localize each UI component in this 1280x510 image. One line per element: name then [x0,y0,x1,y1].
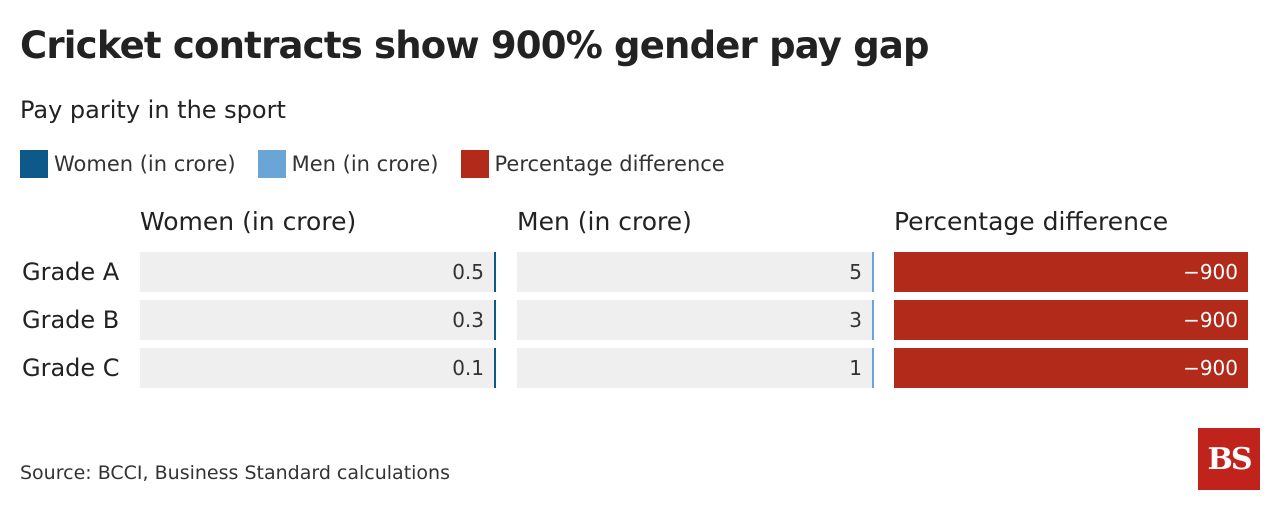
chart-title: Cricket contracts show 900% gender pay g… [20,24,930,67]
chart-subtitle: Pay parity in the sport [20,96,286,124]
source-note: Source: BCCI, Business Standard calculat… [20,462,450,484]
women-value-label: 0.5 [452,260,484,284]
women-bar [494,300,496,340]
pct-value-label: −900 [1183,356,1238,380]
pct-value-label: −900 [1183,260,1238,284]
pct-cell: −900 [894,300,1248,340]
men-cell: 3 [517,300,874,340]
men-cell: 1 [517,348,874,388]
legend-item-percentage: Percentage difference [460,150,725,178]
women-value-label: 0.3 [452,308,484,332]
men-value-label: 5 [849,260,862,284]
legend-item-men: Men (in crore) [257,150,439,178]
row-label: Grade B [22,306,120,334]
legend-swatch-percentage [460,150,489,178]
row-label: Grade A [22,258,120,286]
women-bar [494,348,496,388]
row-label: Grade C [22,354,120,382]
legend-item-women: Women (in crore) [20,150,236,178]
legend-label-percentage: Percentage difference [494,152,725,176]
women-value-label: 0.1 [452,356,484,380]
legend-swatch-women [20,150,48,178]
column-header-women: Women (in crore) [140,207,357,236]
men-bar [872,252,874,292]
column-header-men: Men (in crore) [517,207,692,236]
women-cell: 0.1 [140,348,496,388]
pct-cell: −900 [894,348,1248,388]
pct-cell: −900 [894,252,1248,292]
men-value-label: 1 [849,356,862,380]
men-bar [872,348,874,388]
men-cell: 5 [517,252,874,292]
business-standard-logo: BS [1198,428,1260,490]
legend: Women (in crore) Men (in crore) Percenta… [20,150,747,178]
pct-value-label: −900 [1183,308,1238,332]
legend-swatch-men [257,150,286,178]
legend-label-men: Men (in crore) [291,152,439,176]
legend-label-women: Women (in crore) [54,152,236,176]
men-value-label: 3 [849,308,862,332]
men-bar [872,300,874,340]
column-header-percentage: Percentage difference [894,207,1169,236]
women-bar [494,252,496,292]
women-cell: 0.5 [140,252,496,292]
women-cell: 0.3 [140,300,496,340]
